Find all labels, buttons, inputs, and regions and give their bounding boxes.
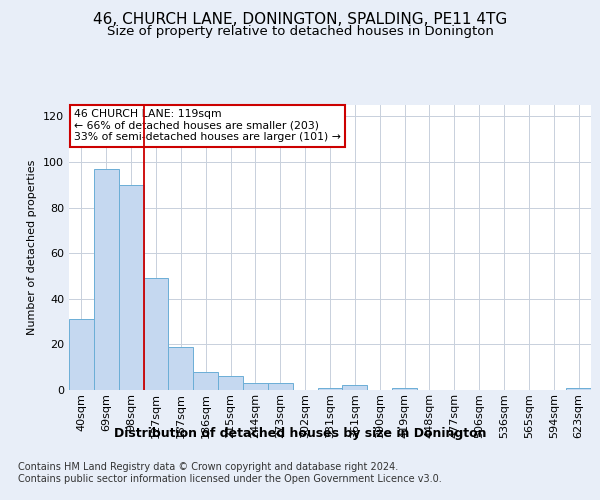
Text: 46, CHURCH LANE, DONINGTON, SPALDING, PE11 4TG: 46, CHURCH LANE, DONINGTON, SPALDING, PE… [93, 12, 507, 28]
Bar [343, 386, 367, 390]
Text: Distribution of detached houses by size in Donington: Distribution of detached houses by size … [114, 428, 486, 440]
Bar [317, 388, 343, 390]
Bar [169, 346, 193, 390]
Bar [119, 185, 143, 390]
Y-axis label: Number of detached properties: Number of detached properties [28, 160, 37, 335]
Bar [94, 169, 119, 390]
Text: 46 CHURCH LANE: 119sqm
← 66% of detached houses are smaller (203)
33% of semi-de: 46 CHURCH LANE: 119sqm ← 66% of detached… [74, 110, 341, 142]
Text: Contains HM Land Registry data © Crown copyright and database right 2024.
Contai: Contains HM Land Registry data © Crown c… [18, 462, 442, 484]
Bar [268, 383, 293, 390]
Bar [193, 372, 218, 390]
Bar [69, 320, 94, 390]
Bar [392, 388, 417, 390]
Bar [218, 376, 243, 390]
Text: Size of property relative to detached houses in Donington: Size of property relative to detached ho… [107, 25, 493, 38]
Bar [243, 383, 268, 390]
Bar [566, 388, 591, 390]
Bar [143, 278, 169, 390]
